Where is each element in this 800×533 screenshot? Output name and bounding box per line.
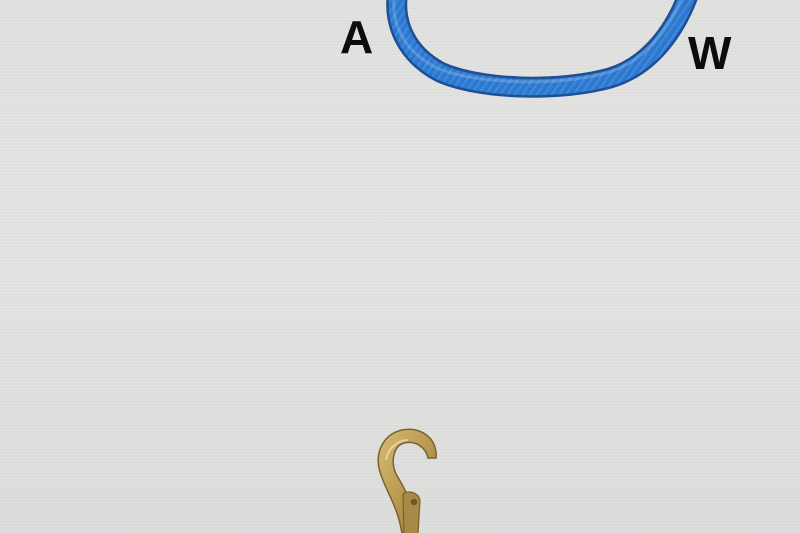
blue-rope: [386, 0, 698, 98]
brass-snap-hook: [377, 428, 437, 533]
label-a: A: [340, 11, 374, 63]
label-w: W: [688, 27, 732, 79]
